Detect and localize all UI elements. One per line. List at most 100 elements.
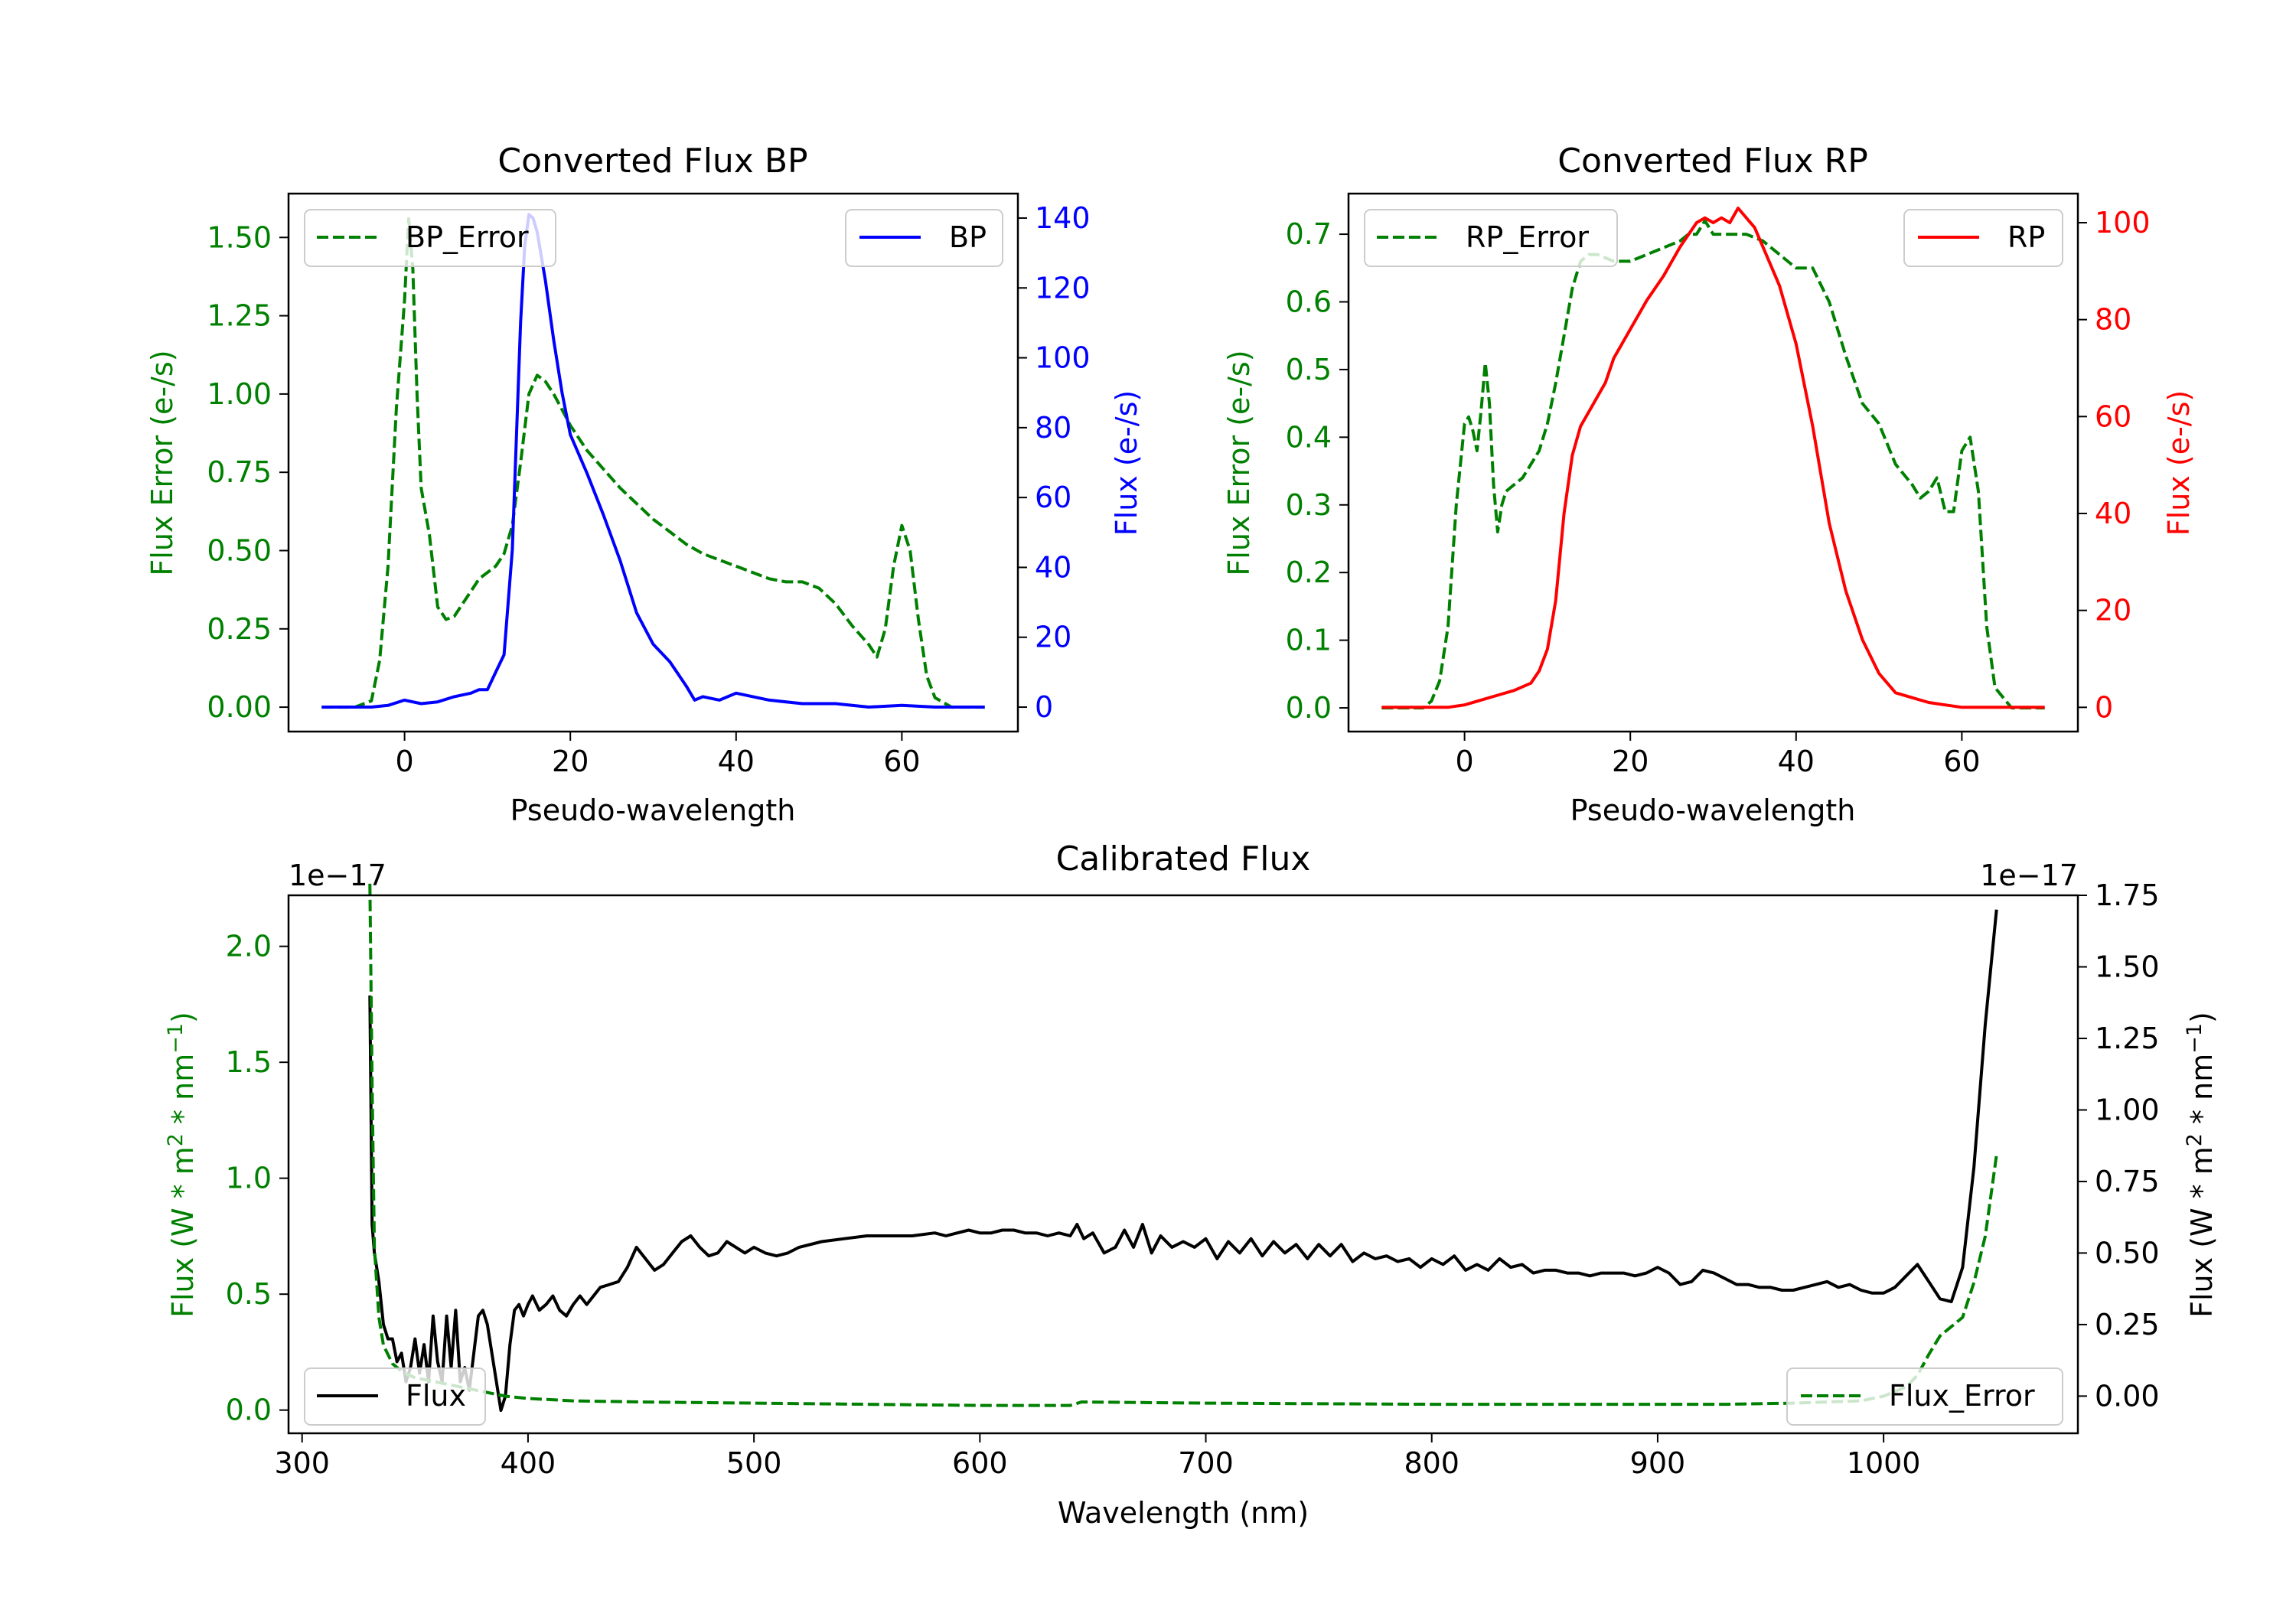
chart-bp: Converted Flux BP 0 20 40 60 0.00 0.25 0.50 0.…: [145, 142, 1143, 827]
left-y-tick-label: 1.0: [226, 1162, 272, 1195]
chart-title: Converted Flux RP: [1557, 142, 1868, 181]
right-y-tick-label: 60: [1035, 481, 1071, 514]
right-y-axis-label: Flux (e-/s): [1110, 390, 1143, 536]
label-superscript: −1: [164, 1023, 188, 1054]
plot-frame: [1347, 192, 2079, 733]
right-y-tick-label: 60: [2095, 399, 2131, 433]
series-line-rp: [1381, 207, 2045, 709]
label-part: ): [2185, 1012, 2219, 1023]
series-line-bp-error: [321, 217, 985, 709]
legend-rp: RP: [1903, 209, 2063, 267]
legend-flux: Flux: [304, 1367, 486, 1426]
label-superscript: −1: [2183, 1023, 2206, 1054]
right-y-tick-label: 1.75: [2095, 878, 2160, 912]
right-y-tick-label: 40: [2095, 497, 2131, 530]
label-part: * nm: [166, 1054, 200, 1133]
x-tick-label: 40: [718, 745, 755, 778]
series-line-bp: [321, 213, 985, 709]
x-tick-label: 700: [1178, 1446, 1234, 1480]
left-y-tick-label: 0.75: [207, 455, 272, 489]
label-part: Flux (W * m: [166, 1146, 200, 1318]
left-y-axis-label: Flux Error (e-/s): [145, 350, 179, 575]
right-y-tick-label: 0.75: [2095, 1165, 2160, 1198]
x-axis-label: Pseudo-wavelength: [1570, 794, 1856, 827]
x-tick-label: 300: [274, 1446, 330, 1480]
left-y-tick-label: 1.25: [207, 299, 272, 333]
legend-label: BP: [949, 220, 987, 254]
right-y-tick-label: 20: [1035, 621, 1071, 654]
right-y-axis-label: Flux (W * m2 * nm−1): [2183, 1012, 2219, 1318]
legend-box: [304, 1367, 486, 1426]
chart-rp: Converted Flux RP 0 20 40 60 0.0 0.1 0.2 0.3 0.…: [1222, 142, 2196, 827]
label-superscript: 2: [2183, 1133, 2206, 1146]
x-tick-label: 0: [1456, 745, 1474, 778]
legend-rp-error: RP_Error: [1364, 209, 1618, 267]
right-offset-text: 1e−17: [1980, 859, 2078, 892]
legend-label: Flux: [406, 1379, 466, 1413]
x-axis-label: Pseudo-wavelength: [510, 794, 796, 827]
left-y-tick-label: 0.6: [1286, 285, 1332, 318]
right-y-tick-label: 120: [1035, 271, 1091, 305]
legend-label: RP_Error: [1466, 220, 1589, 254]
x-tick-label: 400: [501, 1446, 556, 1480]
series-line-flux-error: [368, 883, 1998, 1407]
left-y-tick-label: 0.0: [226, 1393, 272, 1427]
left-y-tick-label: 1.00: [207, 377, 272, 411]
right-y-tick-label: 1.50: [2095, 950, 2160, 983]
x-tick-label: 600: [952, 1446, 1008, 1480]
left-y-tick-label: 0.2: [1286, 556, 1332, 589]
legend-box: [1364, 209, 1618, 267]
left-y-axis-label: Flux (W * m2 * nm−1): [164, 1012, 200, 1318]
legend-label: BP_Error: [406, 220, 529, 254]
right-y-tick-label: 80: [1035, 411, 1071, 445]
left-y-tick-label: 0.5: [226, 1277, 272, 1311]
x-tick-label: 60: [1943, 745, 1980, 778]
right-y-tick-label: 80: [2095, 303, 2131, 337]
label-part: * nm: [2185, 1054, 2219, 1133]
left-y-tick-label: 0.25: [207, 612, 272, 646]
chart-title: Converted Flux BP: [497, 142, 807, 181]
right-y-tick-label: 40: [1035, 550, 1071, 584]
legend-flux-error: Flux_Error: [1786, 1367, 2063, 1426]
left-y-tick-label: 1.50: [207, 220, 272, 254]
chart-title: Calibrated Flux: [1056, 839, 1311, 878]
right-y-tick-label: 0.25: [2095, 1308, 2160, 1341]
x-tick-label: 500: [726, 1446, 782, 1480]
left-y-tick-label: 0.3: [1286, 488, 1332, 522]
right-y-tick-label: 0.50: [2095, 1236, 2160, 1270]
left-y-tick-label: 1.5: [226, 1045, 272, 1079]
label-superscript: 2: [164, 1133, 188, 1146]
legend-label: Flux_Error: [1889, 1379, 2035, 1413]
series-line-rp-error: [1381, 219, 2045, 710]
right-y-axis-label: Flux (e-/s): [2162, 390, 2196, 536]
series-line-flux: [368, 909, 1998, 1413]
x-tick-label: 0: [396, 745, 414, 778]
right-y-tick-label: 0: [2095, 690, 2113, 724]
label-part: ): [166, 1012, 200, 1023]
legend-bp-error: BP_Error: [304, 209, 556, 267]
legend-bp: BP: [845, 209, 1003, 267]
left-y-tick-label: 0.00: [207, 690, 272, 724]
label-part: Flux (W * m: [2185, 1146, 2219, 1318]
right-y-tick-label: 1.00: [2095, 1093, 2160, 1126]
plot-frame: [287, 894, 2079, 1435]
right-y-tick-label: 140: [1035, 201, 1091, 235]
legend-box: [304, 209, 556, 267]
right-y-tick-label: 0: [1035, 690, 1053, 724]
left-y-tick-label: 0.0: [1286, 691, 1332, 725]
legend-box: [1903, 209, 2063, 267]
x-tick-label: 800: [1404, 1446, 1459, 1480]
left-y-tick-label: 2.0: [226, 930, 272, 963]
x-tick-label: 20: [1612, 745, 1649, 778]
left-y-tick-label: 0.4: [1286, 420, 1332, 454]
legend-box: [1786, 1367, 2063, 1426]
x-tick-label: 20: [552, 745, 589, 778]
left-y-axis-label: Flux Error (e-/s): [1222, 350, 1256, 575]
chart-calibrated: Calibrated Flux 300 400 500 600 700 800 900 100…: [164, 839, 2219, 1530]
left-y-tick-label: 0.50: [207, 533, 272, 567]
right-y-tick-label: 1.25: [2095, 1022, 2160, 1055]
left-y-tick-label: 0.1: [1286, 624, 1332, 657]
plot-frame: [287, 192, 1019, 733]
left-y-tick-label: 0.5: [1286, 353, 1332, 386]
right-y-tick-label: 0.00: [2095, 1379, 2160, 1413]
